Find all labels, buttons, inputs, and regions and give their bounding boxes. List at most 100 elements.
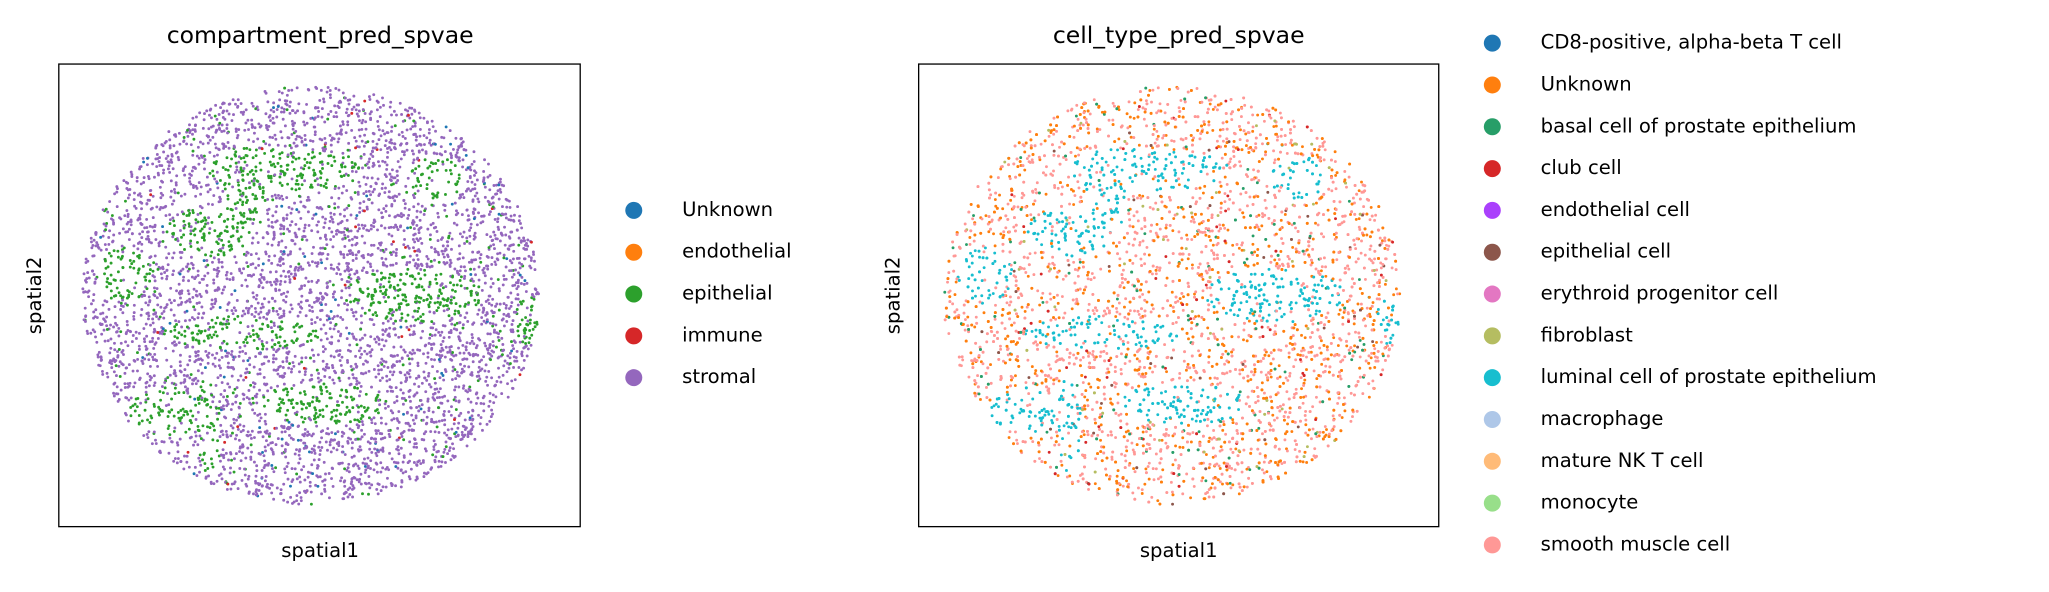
cell-dot <box>528 329 532 332</box>
cell-dot <box>358 390 362 393</box>
cell-dot <box>384 316 388 320</box>
cell-dot <box>500 336 504 340</box>
cell-dot <box>442 450 446 454</box>
cell-dot <box>516 293 520 296</box>
cell-dot <box>489 277 493 281</box>
cell-dot <box>392 109 396 113</box>
cell-dot <box>277 243 280 247</box>
cell-dot <box>293 268 297 272</box>
cell-dot <box>266 389 270 393</box>
cell-dot <box>197 156 201 160</box>
cell-dot <box>425 415 429 419</box>
cell-dot <box>400 435 404 438</box>
cell-dot <box>226 482 230 486</box>
cell-dot <box>356 276 360 279</box>
cell-dot <box>118 375 122 378</box>
cell-dot <box>203 462 207 465</box>
cell-dot <box>132 303 136 307</box>
cell-dot <box>184 409 188 413</box>
cell-dot <box>282 498 286 502</box>
cell-dot <box>277 365 281 369</box>
cell-dot <box>286 461 290 465</box>
cell-dot <box>357 405 361 409</box>
cell-dot <box>91 328 95 332</box>
cell-dot <box>351 484 355 488</box>
cell-dot <box>217 411 221 415</box>
cell-dot <box>114 321 117 325</box>
cell-dot <box>355 241 359 245</box>
cell-dot <box>196 379 200 383</box>
cell-dot <box>272 110 276 114</box>
cell-dot <box>458 339 462 343</box>
cell-dot <box>409 467 413 471</box>
cell-dot <box>464 348 468 352</box>
cell-dot <box>224 168 228 171</box>
cell-dot <box>411 169 415 172</box>
cell-dot <box>476 312 480 316</box>
cell-dot <box>317 110 321 113</box>
cell-dot <box>340 388 344 392</box>
cell-dot <box>206 336 210 340</box>
cell-dot <box>416 348 420 352</box>
cell-dot <box>420 204 424 208</box>
cell-dot <box>197 341 201 345</box>
cell-dot <box>352 486 356 490</box>
cell-dot <box>493 247 496 251</box>
cell-dot <box>350 332 354 336</box>
cell-dot <box>299 499 303 503</box>
cell-dot <box>311 148 315 151</box>
cell-dot <box>122 278 126 282</box>
cell-dot <box>220 381 224 384</box>
cell-dot <box>206 271 210 275</box>
cell-dot <box>324 385 328 389</box>
cell-dot <box>308 417 311 420</box>
cell-dot <box>152 293 156 296</box>
cell-dot <box>283 172 287 175</box>
cell-dot <box>235 299 239 302</box>
cell-dot <box>358 287 362 291</box>
cell-dot <box>174 343 178 347</box>
cell-dot <box>395 360 399 364</box>
cell-dot <box>200 388 204 392</box>
cell-dot <box>345 395 349 399</box>
cell-dot <box>181 279 185 282</box>
cell-dot <box>261 347 265 351</box>
cell-dot <box>352 397 356 401</box>
cell-dot <box>354 438 358 441</box>
cell-dot <box>237 354 241 358</box>
cell-dot <box>115 190 119 194</box>
cell-dot <box>405 261 409 264</box>
cell-dot <box>378 379 382 382</box>
cell-dot <box>200 277 204 281</box>
cell-dot <box>408 375 412 379</box>
cell-dot <box>278 152 282 156</box>
cell-dot <box>242 211 246 215</box>
cell-dot <box>234 170 237 174</box>
cell-dot <box>207 127 211 131</box>
cell-dot <box>364 392 368 396</box>
cell-dot <box>244 195 248 199</box>
cell-dot <box>442 409 446 413</box>
cell-dot <box>339 332 343 336</box>
cell-dot <box>442 298 446 302</box>
cell-dot <box>443 324 447 328</box>
cell-dot <box>101 311 105 315</box>
cell-dot <box>89 331 93 335</box>
cell-dot <box>386 147 389 150</box>
cell-dot <box>375 395 379 399</box>
cell-dot <box>400 480 404 484</box>
cell-dot <box>399 432 403 436</box>
cell-dot <box>269 326 273 330</box>
cell-dot <box>179 194 183 198</box>
cell-dot <box>378 105 382 109</box>
cell-dot <box>321 345 325 349</box>
cell-dot <box>340 231 343 234</box>
cell-dot <box>87 276 91 280</box>
cell-dot <box>245 146 249 150</box>
cell-dot <box>433 142 437 146</box>
cell-dot <box>255 231 259 235</box>
cell-dot <box>375 454 379 458</box>
cell-dot <box>276 384 279 388</box>
cell-dot <box>198 459 202 463</box>
cell-dot <box>434 129 437 133</box>
